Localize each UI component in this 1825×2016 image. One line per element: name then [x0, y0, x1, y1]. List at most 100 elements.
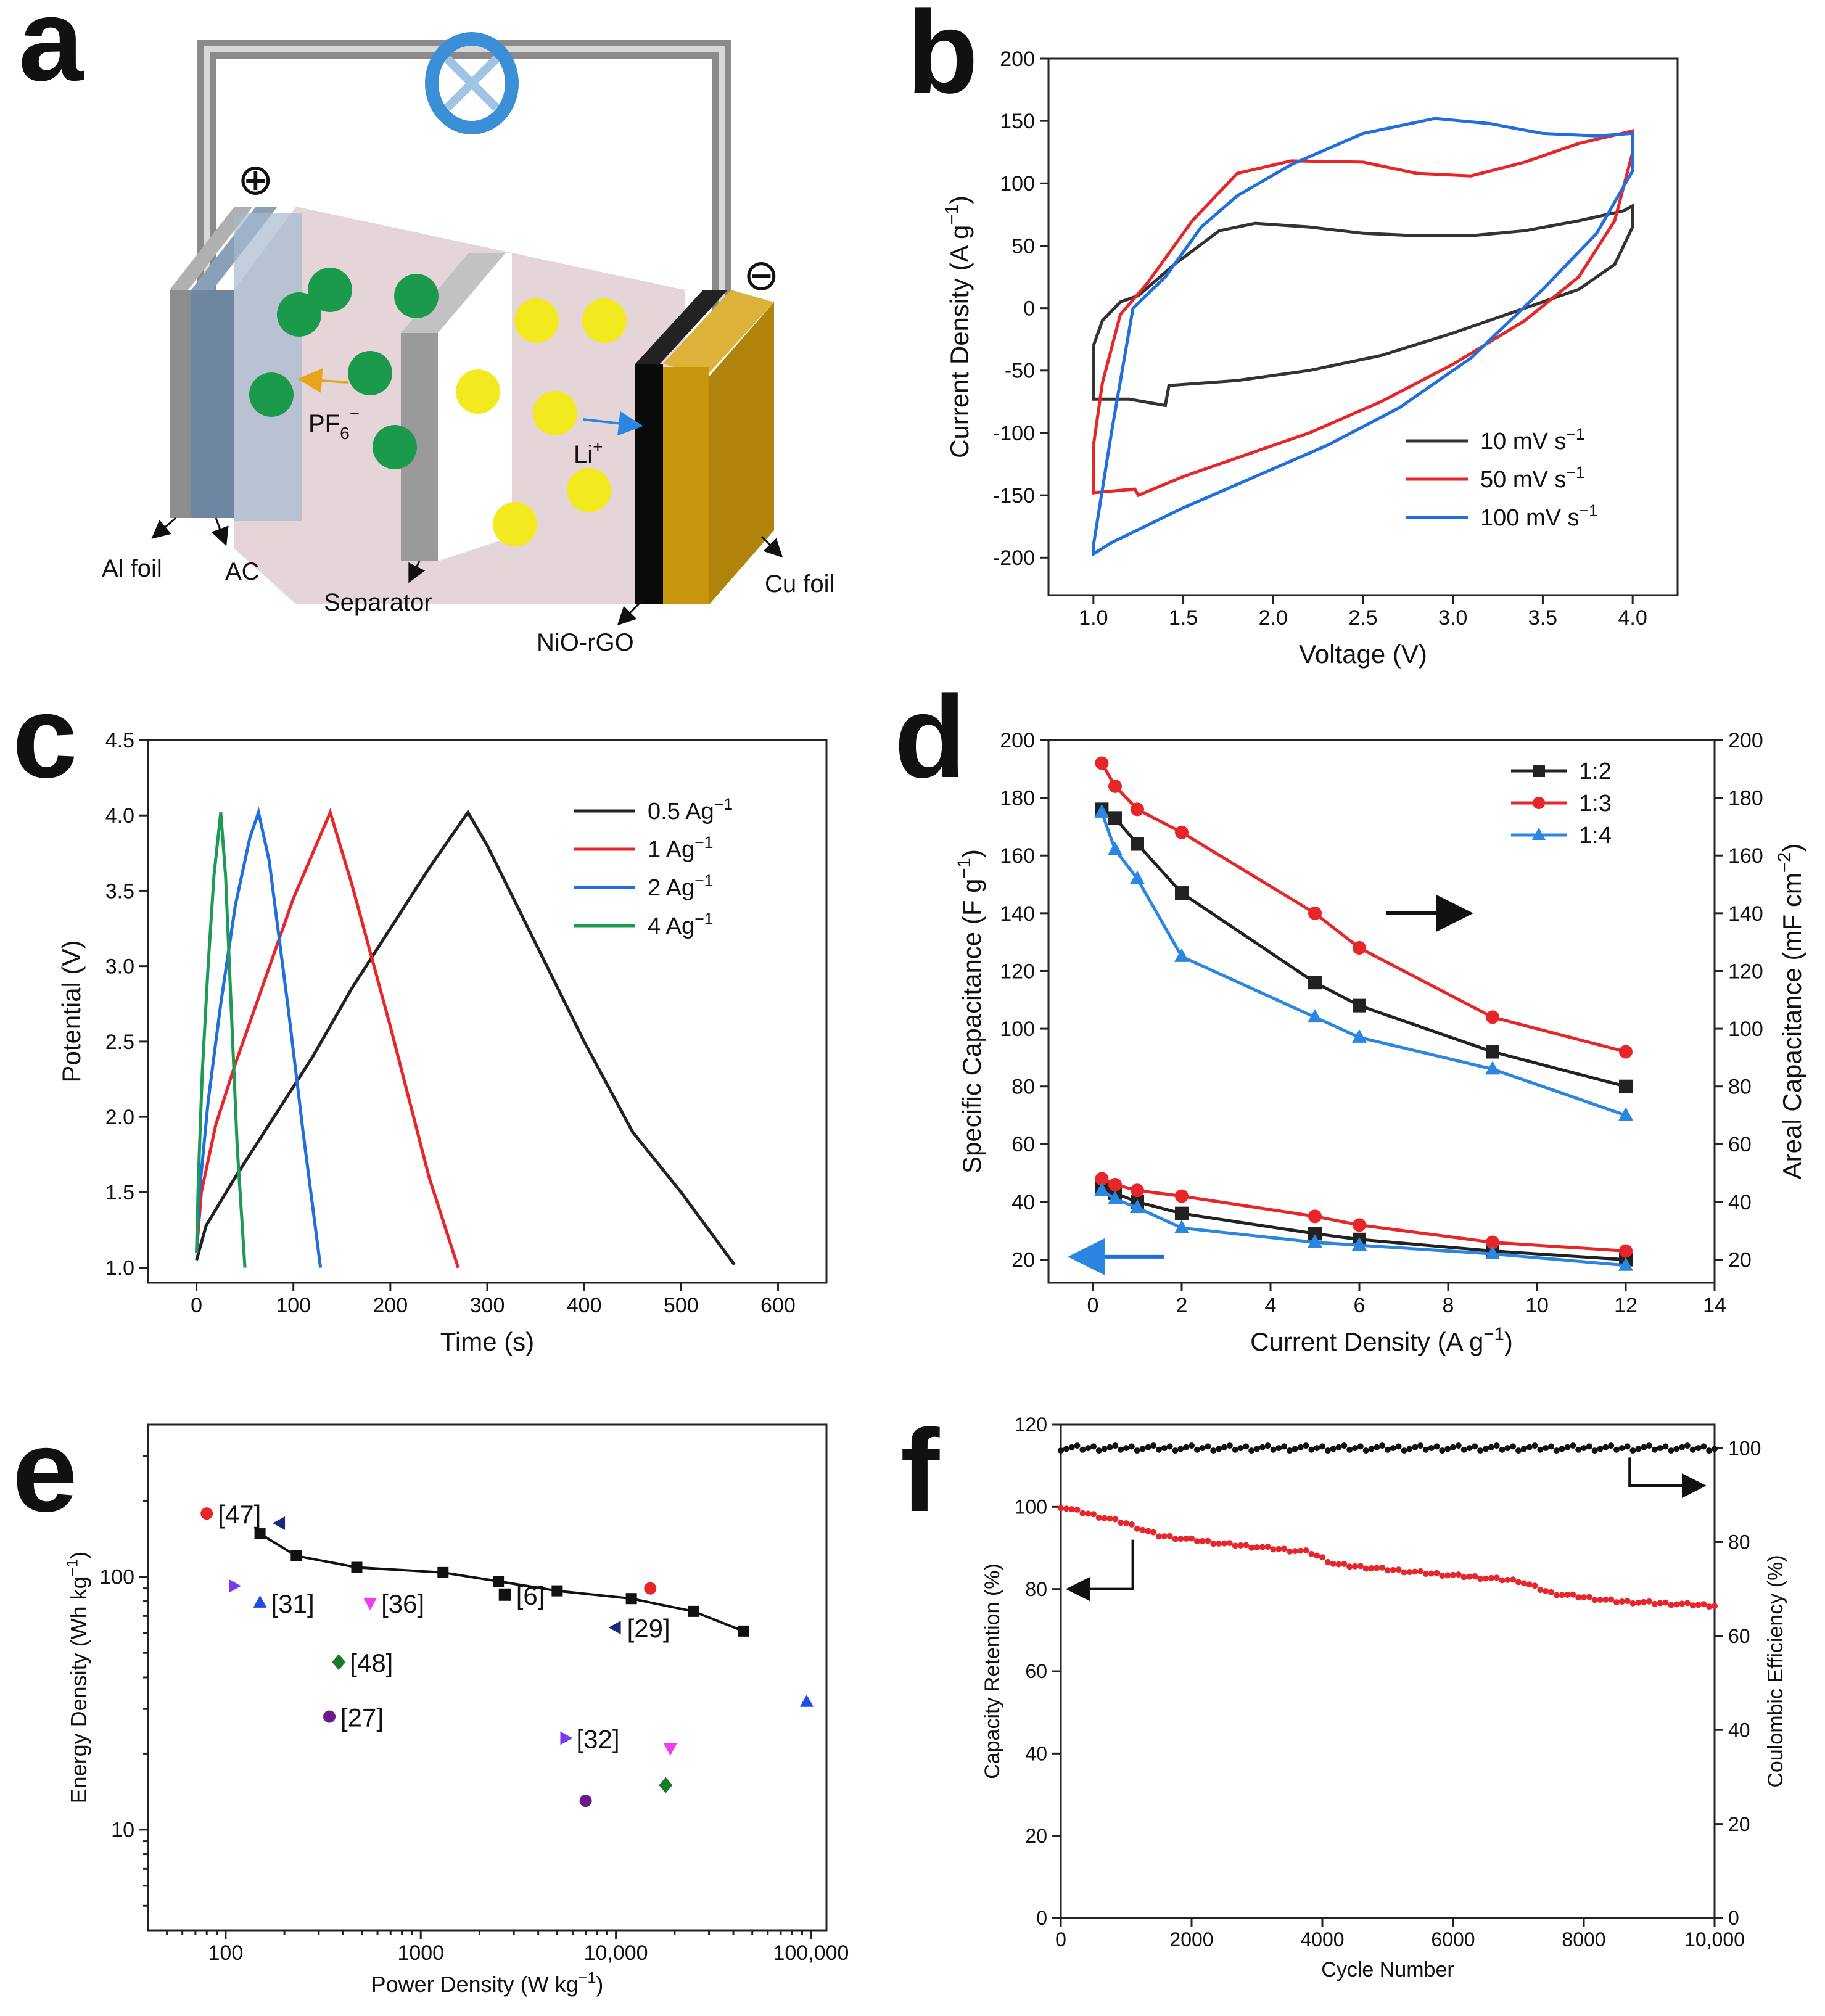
chart-f-efficiency-point: [1106, 1444, 1113, 1450]
chart-f-retention-point: [1433, 1570, 1440, 1576]
ac-layer: [191, 290, 234, 518]
chart-f-retention-point: [1085, 1510, 1092, 1517]
chart-f-retention-point: [1074, 1506, 1081, 1513]
chart-f-retention-point: [1292, 1548, 1298, 1555]
chart-f-retention-point: [1460, 1574, 1467, 1581]
chart-b-ytick-label: 0: [1023, 297, 1035, 321]
chart-f-efficiency-point: [1287, 1447, 1293, 1454]
chart-f-retention-point: [1646, 1598, 1652, 1605]
chart-d-legend-marker: [1532, 828, 1546, 840]
chart-f-retention-point: [1319, 1554, 1325, 1561]
chart-f-efficiency-point: [1330, 1446, 1337, 1452]
chart-f-xtick-label: 6000: [1431, 1928, 1475, 1951]
chart-f-efficiency-point: [1575, 1446, 1582, 1453]
chart-f-efficiency-point: [1362, 1447, 1369, 1454]
chart-d-y2tick-label: 120: [1728, 960, 1763, 983]
chart-d-point: [1486, 1235, 1499, 1249]
chart-b-legend-label-sup: −1: [1566, 425, 1584, 443]
chart-f-retention-point: [1346, 1563, 1353, 1570]
chart-d-ylabel-tail: ): [957, 849, 986, 858]
chart-f-efficiency-point: [1629, 1447, 1636, 1454]
chart-f-efficiency-point: [1651, 1446, 1658, 1453]
chart-f-retention-point: [1205, 1537, 1211, 1544]
chart-d-series-line: [1100, 812, 1626, 1117]
chart-f-retention-point: [1575, 1594, 1582, 1601]
chart-b-ytick-label: -150: [993, 484, 1035, 508]
chart-d-ytick-label: 100: [1000, 1018, 1035, 1041]
chart-f-efficiency-point: [1210, 1447, 1217, 1454]
chart-f-efficiency-point: [1095, 1447, 1102, 1454]
chart-f-efficiency-point: [1444, 1446, 1451, 1452]
chart-f-retention-point: [1543, 1588, 1549, 1594]
chart-b-cyclic-voltammetry: 1.0 1.5 2.0 2.5 3.0 3.5 4.0 -200 -150 -100 -50 0 50 1…: [942, 47, 1679, 669]
cation-ball: [514, 298, 559, 343]
chart-f-efficiency-point: [1450, 1444, 1456, 1450]
chart-f-retention-point: [1668, 1602, 1675, 1608]
chart-d-point: [1094, 804, 1110, 818]
chart-d-point: [1618, 1257, 1634, 1271]
chart-f-ylabel-main: Capacity Retention (%): [981, 1563, 1004, 1779]
chart-f-retention-point: [1651, 1600, 1658, 1607]
chart-f-y2tick-label: 60: [1728, 1625, 1750, 1647]
chart-f-retention-point: [1199, 1537, 1206, 1544]
anion-ball: [308, 268, 352, 312]
chart-c-legend-label: 1 Ag−1: [648, 833, 713, 863]
chart-f-efficiency-point: [1395, 1443, 1402, 1450]
chart-e-reference-label: [27]: [340, 1703, 384, 1732]
chart-f-retention-point: [1548, 1589, 1554, 1595]
chart-e-reference-point: [579, 1795, 592, 1808]
chart-e-xlabel-tail: ): [596, 1972, 603, 1997]
chart-e-xlabel: Power Density (W kg−1): [371, 1970, 604, 1997]
al-foil: [170, 290, 191, 518]
chart-f-ytick-label: 80: [1025, 1578, 1047, 1600]
chart-c-xtick-label: 500: [664, 1294, 699, 1317]
chart-f-ytick-label: 0: [1036, 1907, 1047, 1929]
chart-f-efficiency-point: [1292, 1446, 1298, 1452]
chart-d-legend-label: 1:3: [1579, 791, 1612, 817]
chart-f-y2label: Coulombic Efficiency (%): [1764, 1555, 1787, 1787]
chart-f-retention-point: [1362, 1565, 1369, 1572]
cu-foil-label: Cu foil: [765, 570, 834, 598]
chart-d-y2tick-label: 100: [1728, 1018, 1763, 1041]
chart-d-point: [1307, 1234, 1323, 1248]
chart-f-retention-point: [1221, 1540, 1227, 1547]
chart-f-retention-point: [1352, 1563, 1358, 1570]
chart-f-efficiency-point: [1248, 1447, 1255, 1454]
chart-d-point: [1129, 870, 1145, 884]
chart-c-legend-label: 4 Ag−1: [648, 910, 713, 939]
chart-f-retention-point: [1520, 1580, 1527, 1587]
panel-letter-e: e: [12, 1405, 78, 1536]
chart-f-retention-point: [1417, 1568, 1423, 1574]
chart-f-retention-point: [1357, 1563, 1364, 1570]
chart-f-retention-point: [1156, 1533, 1162, 1540]
chart-f-retention-point: [1243, 1542, 1250, 1549]
chart-f-retention-point: [1597, 1597, 1604, 1603]
chart-f-retention-point: [1058, 1505, 1064, 1512]
chart-c-xtick-label: 600: [760, 1294, 796, 1317]
chart-d-xlabel-tail: ): [1504, 1327, 1513, 1356]
chart-f-retention-point: [1183, 1535, 1190, 1542]
chart-f-efficiency-point: [1374, 1444, 1380, 1450]
chart-d-y2label-tail: ): [1778, 844, 1806, 852]
chart-c-legend-label-main: 4 Ag: [648, 913, 694, 939]
chart-e-ylabel-main: Energy Density (Wh kg: [66, 1576, 91, 1803]
chart-d-ylabel-sup: −1: [954, 858, 974, 879]
chart-b-legend-label: 50 mV s−1: [1480, 463, 1585, 493]
chart-f-retention-point: [1101, 1515, 1108, 1521]
chart-b-legend-label: 100 mV s−1: [1480, 501, 1598, 531]
chart-d-y2tick-label: 200: [1728, 729, 1763, 752]
chart-d-ytick-label: 40: [1011, 1191, 1035, 1214]
chart-c-xtick-label: 200: [373, 1294, 408, 1317]
chart-f-efficiency-point: [1422, 1446, 1429, 1453]
chart-f-retention-point: [1570, 1591, 1576, 1598]
chart-f-efficiency-point: [1270, 1446, 1277, 1453]
chart-d-point: [1129, 1199, 1145, 1214]
chart-d-y2tick-label: 20: [1728, 1248, 1752, 1272]
separator-pointer: [408, 561, 426, 583]
chart-f-retention-point: [1559, 1592, 1565, 1598]
chart-e-reference-point: [273, 1516, 286, 1530]
chart-f-efficiency-point: [1145, 1444, 1151, 1450]
chart-f-retention-point: [1406, 1568, 1413, 1575]
chart-e-reference-point: [200, 1507, 213, 1520]
